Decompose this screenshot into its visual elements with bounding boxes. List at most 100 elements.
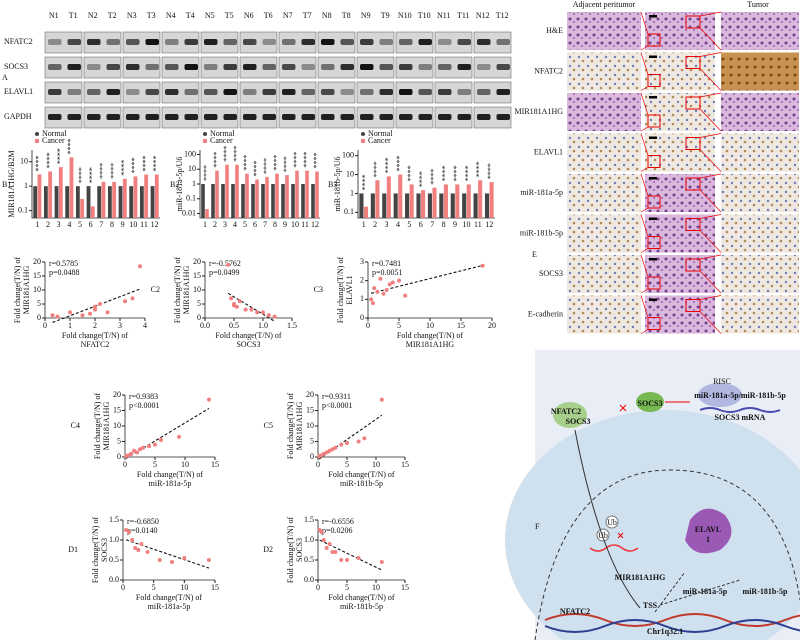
bar	[405, 193, 410, 218]
blot-band	[379, 39, 393, 45]
image-right	[721, 12, 799, 50]
x-tick-label: 1.5	[287, 321, 297, 330]
blot-band	[184, 89, 198, 95]
bar	[363, 206, 369, 218]
image-right	[721, 93, 799, 131]
x-tick-label: 7	[263, 220, 267, 229]
point	[387, 282, 392, 287]
bar	[450, 193, 455, 218]
blot-band	[301, 39, 315, 45]
dna-strand	[544, 619, 800, 633]
x-tick-label: 2	[46, 220, 50, 229]
point	[319, 530, 324, 534]
x-tick-label: 10	[426, 321, 434, 330]
significance: ****	[87, 167, 96, 183]
blot-frame	[395, 106, 434, 129]
blot-band	[399, 64, 413, 70]
lane-label: N9	[361, 11, 371, 20]
significance: ****	[418, 171, 427, 187]
significance: ****	[119, 160, 128, 176]
point	[132, 448, 136, 453]
r-value: r=0.5785	[49, 259, 78, 268]
trend-line	[125, 539, 210, 569]
axis	[357, 150, 495, 219]
x-tick-label: 0	[366, 321, 370, 330]
scale-bar	[649, 55, 657, 58]
x-tick-label: 10	[180, 583, 188, 592]
zoom-line	[640, 173, 722, 213]
blot-band	[184, 114, 198, 120]
diagram-label: 1	[706, 535, 710, 544]
x-axis-label: miR-181b-5p	[340, 602, 383, 611]
bar	[235, 164, 239, 218]
blot-band	[282, 64, 296, 70]
point	[207, 397, 211, 402]
significance: ****	[151, 155, 160, 171]
x-axis-label: miR-181a-5p	[148, 602, 191, 611]
blot-band	[301, 89, 315, 95]
panel-label: D1	[68, 545, 78, 554]
image-left	[567, 214, 641, 253]
x-axis-label: Fold change(T/N) of	[62, 331, 129, 340]
x-tick-label: 0.0	[200, 321, 210, 330]
zoom-box	[647, 317, 661, 330]
y-tick-label: 0.1	[186, 194, 196, 203]
point	[93, 304, 97, 309]
y-axis-label: miR-181b-5p/U6	[333, 156, 342, 211]
legend-label: Normal	[42, 129, 67, 138]
blot-band	[399, 89, 413, 95]
y-axis-label: Fold change(T/N) of	[336, 257, 345, 324]
x-tick-label: 10	[181, 460, 189, 469]
blot-frame	[395, 81, 434, 104]
p-value: p=0.0499	[209, 268, 240, 277]
point	[159, 437, 163, 442]
x-tick-label: 4	[396, 220, 400, 229]
blot-frame	[239, 106, 278, 129]
blot-row-label: GAPDH	[4, 112, 32, 121]
point	[362, 436, 367, 441]
x-tick-label: 5	[152, 583, 156, 592]
column-header: Adjacent peritumor	[573, 0, 636, 9]
row-label: NFATC2	[534, 66, 563, 75]
point	[345, 441, 349, 446]
point	[390, 280, 395, 285]
blot-band	[204, 114, 218, 120]
x-tick-label: 0	[316, 460, 320, 469]
blot-band	[204, 64, 218, 70]
diagram-label: NFATC2	[560, 607, 590, 616]
panel-label: C3	[314, 285, 323, 294]
lane-label: T11	[457, 11, 470, 20]
y-tick-label: 0.5	[109, 555, 119, 564]
blot-band	[48, 39, 62, 45]
legend-marker	[203, 139, 207, 143]
y-tick-label: 1	[24, 181, 28, 190]
lane-label: N2	[88, 11, 98, 20]
significance: ****	[312, 153, 321, 169]
blot-frame	[395, 56, 434, 79]
blot-band	[126, 114, 140, 120]
panel-label: A	[2, 73, 8, 82]
nfatc2-protein	[553, 402, 587, 428]
legend-marker	[35, 139, 39, 143]
blot-band	[126, 89, 140, 95]
p-value: p=0.0488	[49, 268, 80, 277]
blot-frame	[44, 81, 83, 104]
x-tick-label: 7	[99, 220, 103, 229]
row-label: H&E	[546, 26, 563, 35]
blot-band	[301, 64, 315, 70]
lane-label: T10	[418, 11, 431, 20]
legend-label: Normal	[210, 129, 235, 138]
r-value: r=0.7481	[372, 259, 401, 268]
bar	[97, 186, 102, 218]
x-tick-label: 1	[203, 220, 207, 229]
bar	[466, 184, 471, 218]
y-axis-label: Fold change(T/N) of	[286, 393, 295, 460]
blot-frame	[278, 106, 317, 129]
diagram-label: SOCS3	[638, 399, 663, 408]
y-tick-label: 0	[197, 313, 201, 322]
blot-band	[106, 114, 120, 120]
significance: ****	[383, 157, 392, 173]
significance: ****	[262, 158, 271, 174]
blot-frame	[317, 31, 356, 54]
lane-label: T2	[108, 11, 117, 20]
